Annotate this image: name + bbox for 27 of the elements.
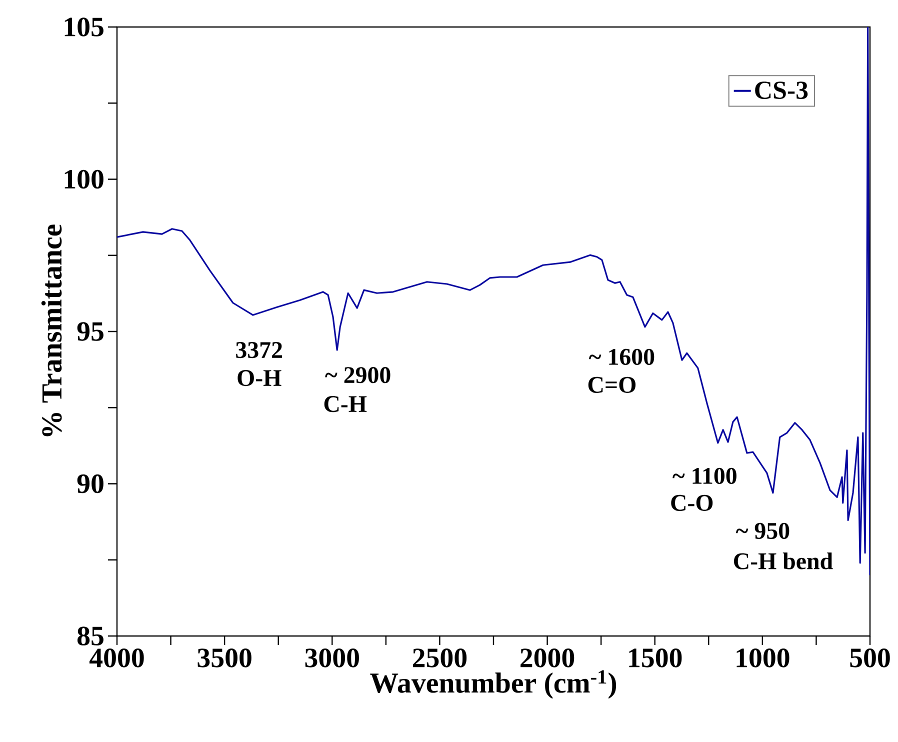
y-tick-label: 105	[64, 18, 104, 36]
annotation: C-H	[324, 396, 367, 412]
annotation: 3372	[236, 342, 282, 358]
y-tick-label: 95	[77, 322, 104, 341]
x-tick-label: 3000	[305, 648, 359, 668]
annotation: ~ 950	[736, 522, 790, 539]
x-tick-label: 4000	[89, 648, 144, 668]
x-tick-label: 3500	[198, 648, 252, 668]
annotation: C-H bend	[734, 552, 833, 570]
annotation: C=O	[588, 376, 636, 393]
x-tick-label: 500	[850, 648, 890, 668]
annotation: ~ 1600	[589, 348, 654, 365]
x-tick-label: 1500	[629, 648, 682, 668]
legend-label: CS-3	[755, 82, 808, 99]
annotation: C-O	[671, 494, 713, 511]
y-axis-title: % Transmittance	[41, 224, 62, 436]
x-tick-label: 2500	[412, 648, 467, 668]
y-tick-label: 100	[64, 170, 104, 189]
line-series	[116, 26, 870, 576]
x-tick-label: 2000	[520, 648, 574, 668]
y-tick-label: 90	[77, 474, 104, 494]
y-tick-label: 85	[77, 626, 104, 646]
x-tick-label: 1000	[736, 648, 790, 668]
annotation: ~ 2900	[325, 367, 390, 384]
x-axis-title: Wavenumber (cm$^{-1}$)	[370, 670, 616, 699]
annotation: ~ 1100	[672, 468, 736, 484]
annotation: O-H	[238, 370, 282, 386]
